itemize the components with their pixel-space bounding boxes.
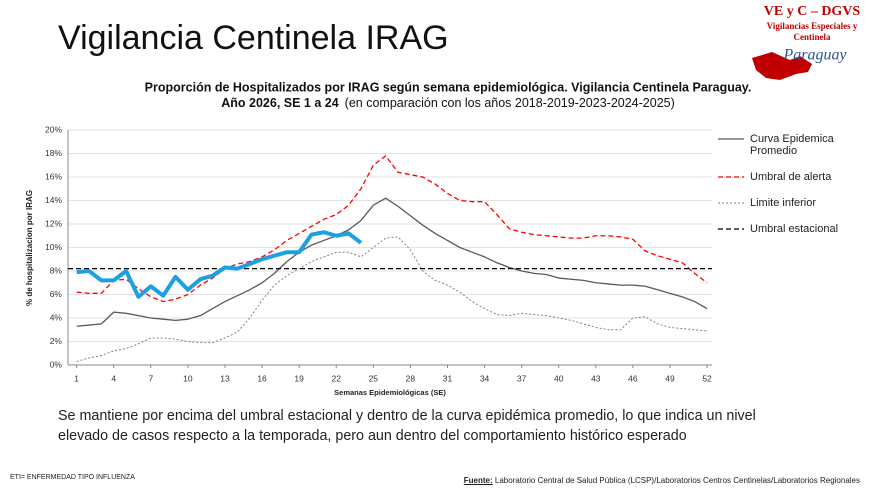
source-label: Fuente: (463, 476, 493, 485)
footer-abbrev: ETI= ENFERMEDAD TIPO INFLUENZA (10, 474, 135, 481)
logo-map (752, 52, 812, 80)
chart-title-line: Año 2026, SE 1 a 24 (en comparación con l… (221, 96, 675, 110)
x-axis-label: Semanas Epidemiológicas (SE) (334, 388, 446, 397)
logo-country: Paraguay (782, 47, 847, 64)
legend-swatch (718, 202, 744, 204)
y-tick-label: 12% (45, 218, 62, 228)
legend-label: Umbral estacional (750, 223, 839, 235)
y-tick-label: 2% (50, 336, 63, 346)
legend-item: Limite inferior (716, 197, 866, 209)
legend-item: Umbral estacional (716, 223, 866, 235)
note: Se mantiene por encima del umbral estaci… (58, 408, 756, 444)
y-tick-label: 6% (50, 289, 63, 299)
x-tick-label: 4 (111, 373, 116, 383)
series-line (76, 236, 708, 362)
x-tick-label: 40 (554, 373, 564, 383)
y-tick-label: 14% (45, 195, 62, 205)
legend-label: Limite inferior (750, 197, 817, 209)
legend-label: Umbral de alerta (750, 171, 832, 183)
y-tick-label: 16% (45, 171, 62, 181)
x-tick-label: 52 (702, 373, 712, 383)
x-tick-label: 34 (480, 373, 490, 383)
legend-swatch (718, 138, 744, 140)
x-tick-label: 13 (220, 373, 230, 383)
series-line (76, 155, 708, 303)
logo-name: VE y C – DGVS (764, 4, 861, 19)
x-tick-label: 31 (443, 373, 453, 383)
y-tick-label: 20% (45, 124, 62, 134)
legend-label: Curva Epidemica Promedio (750, 133, 834, 157)
chart-title-2: Año 2026, SE 1 a 24 (221, 96, 338, 110)
y-tick-label: 10% (45, 242, 62, 252)
y-tick-label: 18% (45, 148, 62, 158)
footer-source: Fuente: Laboratorio Central de Salud Púb… (464, 476, 860, 485)
x-tick-label: 25 (369, 373, 379, 383)
legend-swatch (718, 228, 744, 230)
chart-title: Proporción de Hospitalizados por IRAG se… (145, 80, 752, 94)
y-axis-label: % de hospitalizacion por IRAG (25, 190, 34, 306)
x-tick-label: 16 (257, 373, 267, 383)
x-tick-label: 22 (331, 373, 341, 383)
chart-subtitle: (en comparación con los años 2018-2019-2… (345, 96, 675, 110)
x-tick-label: 49 (665, 373, 675, 383)
x-tick-label: 28 (406, 373, 416, 383)
y-tick-label: 8% (50, 265, 63, 275)
logo-line: Centinela (794, 32, 831, 42)
legend: Curva Epidemica Promedio Umbral de alerta… (716, 133, 866, 249)
y-tick-label: 4% (50, 312, 63, 322)
y-tick-label: 0% (50, 359, 63, 369)
legend-swatch (718, 176, 744, 178)
x-tick-label: 10 (183, 373, 193, 383)
source-text: Laboratorio Central de Salud Pública (LC… (494, 476, 860, 485)
x-tick-label: 19 (294, 373, 304, 383)
x-tick-label: 43 (591, 373, 601, 383)
legend-item: Curva Epidemica Promedio (716, 133, 866, 157)
legend-item: Umbral de alerta (716, 171, 866, 183)
x-tick-label: 1 (74, 373, 79, 383)
x-tick-label: 7 (148, 373, 153, 383)
logo-line: Vigilancias Especiales y (767, 21, 858, 31)
slide-title: Vigilancia Centinela IRAG (58, 19, 449, 57)
x-tick-label: 46 (628, 373, 638, 383)
series-line (76, 197, 708, 327)
series-line (76, 230, 363, 299)
x-tick-label: 37 (517, 373, 527, 383)
